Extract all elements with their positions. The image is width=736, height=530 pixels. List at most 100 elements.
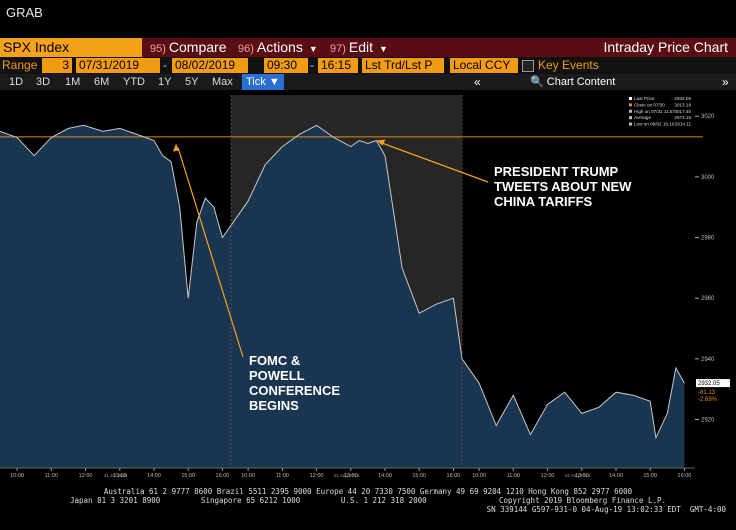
legend-item-label: Low on 08/02 15:10 <box>634 122 675 127</box>
tab-3d[interactable]: 3D <box>36 76 51 88</box>
x-tick-label: 12:00 <box>541 473 555 479</box>
fomc-arrow-head <box>173 143 179 152</box>
tab-ytd[interactable]: YTD <box>123 76 145 88</box>
actions-label: Actions <box>256 39 303 55</box>
price-line-layer <box>0 124 685 440</box>
y-tick-label: 2940 <box>701 357 715 363</box>
key-events-checkbox[interactable] <box>522 60 534 72</box>
y-axis: 2920 2940 2960 2980 3000 3020 2932.05 -81.13-2.… <box>695 114 730 423</box>
start-time-field[interactable]: 09:30 <box>264 58 308 73</box>
x-tick-label: 11:00 <box>276 473 289 479</box>
edit-menu[interactable]: 97) Edit ▼ <box>330 38 388 57</box>
tab-6m[interactable]: 6M <box>94 76 110 88</box>
x-axis: 10:00 11:00 12:00 13:00 14:00 15:00 16:00 10:00… <box>0 467 695 479</box>
x-tick-label: 14:00 <box>147 473 161 479</box>
last-price-tag <box>696 379 730 388</box>
ticker-field[interactable]: SPX Index <box>0 38 142 57</box>
field-selector[interactable]: Lst Trd/Lst P <box>362 58 444 73</box>
trump-arrow-head <box>376 139 386 146</box>
y-tick-label: 2980 <box>701 236 715 242</box>
tab-tick[interactable]: Tick ▼ <box>242 74 284 90</box>
y-tick-label: 3000 <box>701 175 715 181</box>
tab-tick-label: Tick <box>246 76 266 88</box>
start-date-field[interactable]: 07/31/2019 <box>76 58 160 73</box>
date-label: 31 Jul 2019 <box>104 473 128 478</box>
date-label: 02 Aug 2019 <box>565 473 591 478</box>
x-tick-label: 12:00 <box>79 473 93 479</box>
x-tick-label: 11:00 <box>507 473 520 479</box>
end-date-field[interactable]: 08/02/2019 <box>172 58 248 73</box>
collapse-right-icon[interactable]: » <box>722 75 729 89</box>
y-tick-label: 3020 <box>701 114 715 120</box>
collapse-left-icon[interactable]: « <box>474 75 481 89</box>
price-line <box>0 124 685 440</box>
y-tick-label: 2920 <box>701 417 715 423</box>
legend-swatch <box>629 109 632 113</box>
price-area-layer <box>0 125 685 469</box>
legend-swatch <box>629 103 632 107</box>
x-tick-label: 13:00 <box>113 473 127 479</box>
panel-title: Intraday Price Chart <box>603 39 729 55</box>
legend-item-label: Average <box>634 115 651 120</box>
fomc-annotation-line: FOMC & <box>249 353 300 368</box>
compare-button[interactable]: 95) Compare <box>150 38 227 57</box>
fomc-annotation-line: BEGINS <box>249 398 299 413</box>
time-separator: - <box>310 58 314 72</box>
x-tick-label: 16:00 <box>447 473 461 479</box>
legend-item-value: 3017.40 <box>674 109 691 114</box>
price-area <box>0 125 685 469</box>
y-tick-label: 2960 <box>701 296 715 302</box>
x-tick-label: 13:00 <box>575 473 589 479</box>
fomc-annotation-line: POWELL <box>249 368 305 383</box>
compare-number: 95) <box>150 43 166 55</box>
legend-item-label: High on 07/31 11:57 <box>634 109 675 114</box>
chart-content-button[interactable]: 🔍 Chart Content <box>530 74 615 90</box>
legend-box <box>626 96 692 132</box>
menu-bar <box>0 38 736 57</box>
price-chart: 2920 2940 2960 2980 3000 3020 2932.05 -81.13-2.… <box>0 90 736 490</box>
actions-menu[interactable]: 96) Actions ▼ <box>238 38 318 57</box>
legend: Last Price 2932.05 Close on 07/30 3013.18 Hi… <box>626 96 692 132</box>
key-events-label: Key Events <box>538 58 599 72</box>
tab-5y[interactable]: 5Y <box>185 76 199 88</box>
footer-contacts-1: Australia 61 2 9777 8600 Brazil 5511 239… <box>103 487 633 496</box>
footer-contacts-2: Japan 81 3 3201 8900 Singapore 65 6212 1… <box>69 496 667 505</box>
legend-item-value: 2973.16 <box>674 115 691 120</box>
date-label: 01 Aug 2019 <box>334 473 360 478</box>
edit-number: 97) <box>330 43 346 55</box>
fomc-annotation-line: CONFERENCE <box>249 383 340 398</box>
tab-max[interactable]: Max <box>212 76 233 88</box>
window-title: GRAB <box>6 5 43 20</box>
chevron-down-icon: ▼ <box>308 44 318 54</box>
change-percent-label: -2.69% <box>698 397 718 403</box>
tab-1y[interactable]: 1Y <box>158 76 172 88</box>
range-label: Range <box>2 58 38 72</box>
title-bar: GRAB <box>0 0 736 38</box>
x-tick-label: 12:00 <box>310 473 324 479</box>
compare-label: Compare <box>168 39 227 55</box>
x-tick-label: 14:00 <box>378 473 392 479</box>
end-time-field[interactable]: 16:15 <box>318 58 358 73</box>
legend-swatch <box>629 97 632 100</box>
trump-annotation-line: CHINA TARIFFS <box>494 194 593 209</box>
currency-selector[interactable]: Local CCY <box>450 58 518 73</box>
tab-1m[interactable]: 1M <box>65 76 81 88</box>
tab-bar <box>0 74 736 90</box>
x-tick-label: 15:00 <box>181 473 195 479</box>
tab-1d[interactable]: 1D <box>9 76 24 88</box>
range-value-field[interactable]: 3 <box>42 58 72 73</box>
footer-session: SN 339144 G597-931-0 04-Aug-19 13:02:33 … <box>486 505 726 514</box>
chevron-down-icon: ▼ <box>379 44 388 54</box>
edit-label: Edit <box>348 39 374 55</box>
trump-annotation-line: PRESIDENT TRUMP <box>494 164 619 179</box>
legend-swatch <box>629 116 632 120</box>
legend-swatch <box>629 122 632 126</box>
x-tick-label: 10:00 <box>10 473 24 479</box>
x-tick-label: 11:00 <box>45 473 58 479</box>
legend-item-value: 3013.18 <box>674 102 691 107</box>
trump-annotation-line: TWEETS ABOUT NEW <box>494 179 632 194</box>
legend-item-label: Last Price <box>634 96 655 101</box>
last-price-label: 2932.05 <box>698 381 720 387</box>
fomc-arrow-line <box>177 147 244 358</box>
